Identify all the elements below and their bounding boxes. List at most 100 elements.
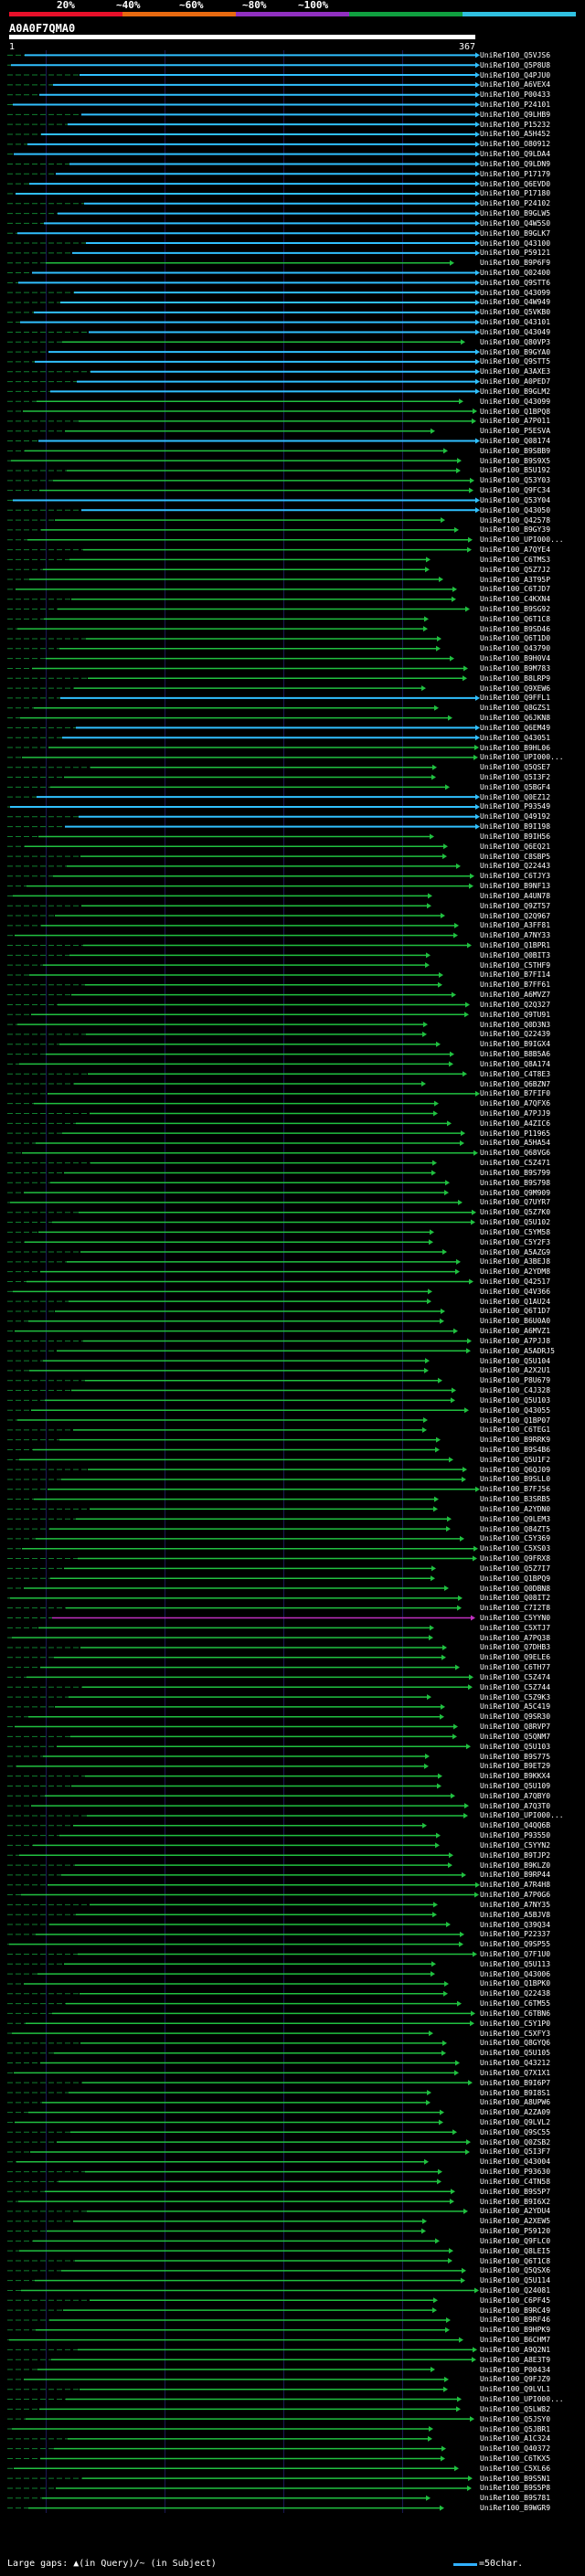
hit-label[interactable]: UniRef100_Q5BGF4: [480, 782, 551, 791]
hit-label[interactable]: UniRef100_A5AZG9: [480, 1247, 551, 1256]
hit-label[interactable]: UniRef100_C5YM58: [480, 1227, 551, 1236]
hit-label[interactable]: UniRef100_A3FF81: [480, 921, 551, 930]
hit-label[interactable]: UniRef100_B9S9X5: [480, 456, 551, 465]
hit-label[interactable]: UniRef100_B9SBB9: [480, 446, 551, 455]
hit-label[interactable]: UniRef100_A7P0G6: [480, 1891, 551, 1900]
hit-label[interactable]: UniRef100_UPI000...: [480, 2395, 564, 2404]
hit-label[interactable]: UniRef100_B9SD46: [480, 624, 551, 633]
hit-label[interactable]: UniRef100_B9GY39: [480, 525, 551, 535]
hit-label[interactable]: UniRef100_B3SRB5: [480, 1495, 551, 1504]
hit-label[interactable]: UniRef100_B6CHM7: [480, 2336, 551, 2345]
hit-label[interactable]: UniRef100_A6MVZ7: [480, 991, 551, 1000]
hit-label[interactable]: UniRef100_Q53Y04: [480, 495, 551, 504]
hit-label[interactable]: UniRef100_Q43790: [480, 644, 551, 653]
hit-label[interactable]: UniRef100_B9ET29: [480, 1762, 551, 1771]
hit-label[interactable]: UniRef100_B9GYA0: [480, 347, 551, 356]
hit-label[interactable]: UniRef100_Q39Q34: [480, 1920, 551, 1929]
hit-label[interactable]: UniRef100_C5Y2F3: [480, 1237, 551, 1246]
hit-label[interactable]: UniRef100_C5Z744: [480, 1682, 551, 1691]
hit-label[interactable]: UniRef100_A7QYE4: [480, 546, 551, 555]
hit-label[interactable]: UniRef100_C6TEG1: [480, 1426, 551, 1435]
hit-label[interactable]: UniRef100_Q9FFL1: [480, 694, 551, 703]
hit-label[interactable]: UniRef100_A6MVZ1: [480, 1327, 551, 1336]
hit-label[interactable]: UniRef100_Q5LW82: [480, 2404, 551, 2413]
hit-label[interactable]: UniRef100_Q1BPQ8: [480, 407, 551, 416]
hit-label[interactable]: UniRef100_B9S781: [480, 2494, 551, 2503]
hit-label[interactable]: UniRef100_Q7X1X1: [480, 2068, 551, 2077]
hit-label[interactable]: UniRef100_B9P6F9: [480, 259, 551, 268]
hit-label[interactable]: UniRef100_C5Y369: [480, 1534, 551, 1543]
hit-label[interactable]: UniRef100_A7NY35: [480, 1900, 551, 1909]
hit-label[interactable]: UniRef100_Q6JKN8: [480, 714, 551, 723]
hit-label[interactable]: UniRef100_Q5JBR1: [480, 2424, 551, 2433]
hit-label[interactable]: UniRef100_Q5I3F2: [480, 773, 551, 781]
hit-label[interactable]: UniRef100_C6TJD7: [480, 585, 551, 594]
hit-label[interactable]: UniRef100_Q0EZ12: [480, 792, 551, 801]
hit-label[interactable]: UniRef100_C5Z474: [480, 1672, 551, 1681]
hit-label[interactable]: UniRef100_Q9XEW6: [480, 684, 551, 693]
hit-label[interactable]: UniRef100_C6TBN6: [480, 2009, 551, 2018]
hit-label[interactable]: UniRef100_Q9SR30: [480, 1712, 551, 1722]
hit-label[interactable]: UniRef100_Q6BZN7: [480, 1079, 551, 1088]
hit-label[interactable]: UniRef100_Q4V366: [480, 1287, 551, 1296]
hit-label[interactable]: UniRef100_B7FI14: [480, 970, 551, 980]
hit-label[interactable]: UniRef100_Q5JSY0: [480, 2414, 551, 2423]
hit-label[interactable]: UniRef100_A7Q3T0: [480, 1801, 551, 1810]
hit-label[interactable]: UniRef100_B9RF46: [480, 2316, 551, 2325]
hit-label[interactable]: UniRef100_Q9LHB9: [480, 110, 551, 119]
hit-label[interactable]: UniRef100_B9RRK9: [480, 1436, 551, 1445]
hit-label[interactable]: UniRef100_Q08IT2: [480, 1594, 551, 1603]
hit-label[interactable]: UniRef100_Q4W5S0: [480, 218, 551, 228]
hit-label[interactable]: UniRef100_C6TJY3: [480, 872, 551, 881]
hit-label[interactable]: UniRef100_B9GLK7: [480, 228, 551, 238]
hit-label[interactable]: UniRef100_Q9LDA4: [480, 150, 551, 159]
hit-label[interactable]: UniRef100_Q5Z7I7: [480, 1564, 551, 1573]
hit-label[interactable]: UniRef100_Q43055: [480, 1405, 551, 1415]
hit-label[interactable]: UniRef100_B9KKX4: [480, 1772, 551, 1781]
hit-label[interactable]: UniRef100_Q8GZS1: [480, 704, 551, 713]
hit-label[interactable]: UniRef100_A7NY33: [480, 931, 551, 940]
hit-label[interactable]: UniRef100_O80912: [480, 140, 551, 149]
hit-label[interactable]: UniRef100_Q5QSE7: [480, 763, 551, 772]
hit-label[interactable]: UniRef100_A7QFX6: [480, 1099, 551, 1108]
hit-label[interactable]: UniRef100_P59120: [480, 2227, 551, 2236]
hit-label[interactable]: UniRef100_Q5P8U8: [480, 60, 551, 69]
hit-label[interactable]: UniRef100_C6TH77: [480, 1663, 551, 1672]
hit-label[interactable]: UniRef100_A3AXE3: [480, 367, 551, 376]
hit-label[interactable]: UniRef100_Q0D3N3: [480, 1020, 551, 1029]
hit-label[interactable]: UniRef100_A8UPW6: [480, 2098, 551, 2107]
hit-label[interactable]: UniRef100_B5U192: [480, 466, 551, 475]
hit-label[interactable]: UniRef100_B9HPK9: [480, 2326, 551, 2335]
hit-label[interactable]: UniRef100_P17180: [480, 189, 551, 198]
hit-label[interactable]: UniRef100_C5XL66: [480, 2464, 551, 2473]
hit-label[interactable]: UniRef100_UPI000...: [480, 1811, 564, 1820]
hit-label[interactable]: UniRef100_B9GLM2: [480, 387, 551, 396]
hit-label[interactable]: UniRef100_Q43051: [480, 733, 551, 742]
hit-label[interactable]: UniRef100_A5ADRJ5: [480, 1346, 555, 1355]
hit-label[interactable]: UniRef100_Q9FRX8: [480, 1554, 551, 1564]
hit-label[interactable]: UniRef100_B9H0V4: [480, 654, 551, 663]
hit-label[interactable]: UniRef100_B9NF13: [480, 882, 551, 891]
hit-label[interactable]: UniRef100_Q9STT5: [480, 357, 551, 366]
hit-label[interactable]: UniRef100_B9I8S1: [480, 2088, 551, 2097]
hit-label[interactable]: UniRef100_Q43049: [480, 327, 551, 336]
hit-label[interactable]: UniRef100_A5H452: [480, 130, 551, 139]
hit-label[interactable]: UniRef100_B9I198: [480, 822, 551, 832]
hit-label[interactable]: UniRef100_C8SBP5: [480, 852, 551, 861]
hit-label[interactable]: UniRef100_Q02400: [480, 269, 551, 278]
hit-label[interactable]: UniRef100_Q8LEI5: [480, 2246, 551, 2255]
hit-label[interactable]: UniRef100_A2YDM8: [480, 1267, 551, 1277]
hit-label[interactable]: UniRef100_B9SG92: [480, 605, 551, 614]
hit-label[interactable]: UniRef100_Q5U104: [480, 1356, 551, 1365]
hit-label[interactable]: UniRef100_A0PED7: [480, 377, 551, 387]
hit-label[interactable]: UniRef100_Q5I3F7: [480, 2147, 551, 2157]
hit-label[interactable]: UniRef100_Q22439: [480, 1030, 551, 1039]
hit-label[interactable]: UniRef100_Q6QJ09: [480, 1465, 551, 1474]
hit-label[interactable]: UniRef100_B8B5A6: [480, 1050, 551, 1059]
hit-label[interactable]: UniRef100_C5THF9: [480, 960, 551, 970]
hit-label[interactable]: UniRef100_Q9ZT57: [480, 901, 551, 910]
hit-label[interactable]: UniRef100_Q5U105: [480, 2049, 551, 2058]
hit-label[interactable]: UniRef100_A7P011: [480, 417, 551, 426]
hit-label[interactable]: UniRef100_Q4PJU0: [480, 70, 551, 80]
hit-label[interactable]: UniRef100_B9S5P8: [480, 2484, 551, 2493]
